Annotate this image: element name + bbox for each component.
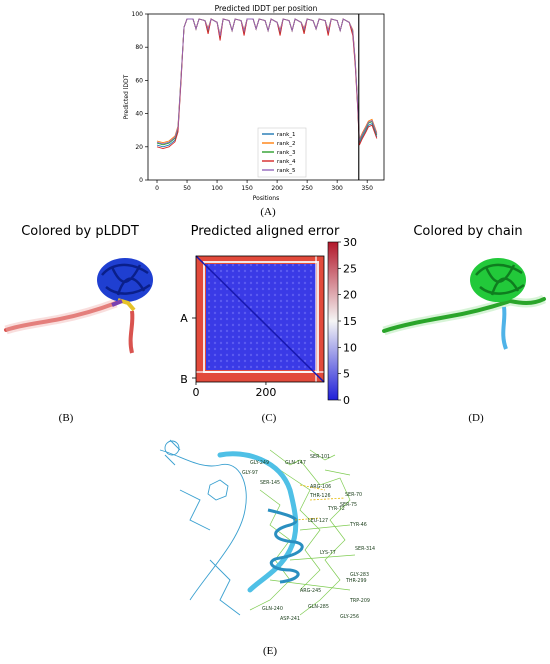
x-tick-label: 0 (155, 185, 159, 192)
series-lines (156, 18, 378, 149)
chain-label-a: A (180, 312, 188, 325)
structure-chain-view (382, 258, 547, 350)
colorbar-ticks: 0 5 10 15 20 25 30 (338, 238, 357, 407)
x-tick-label: 200 (271, 185, 283, 192)
heatmap-frame (195, 255, 325, 383)
x-tick-label: 100 (211, 185, 223, 192)
colorbar-tick-label: 0 (343, 394, 350, 407)
colorbar-tick-label: 15 (343, 315, 357, 328)
heatmap-x-ticks: 0 200 (193, 382, 276, 399)
y-tick-label: 0 (139, 177, 143, 184)
heatmap-x-tick-label: 0 (193, 386, 200, 399)
residue-label: TRP-209 (349, 598, 370, 604)
legend-label-rank_4: rank_4 (277, 159, 296, 165)
series-line-rank_3 (156, 18, 378, 146)
chart-title: Predicted lDDT per position (215, 4, 318, 13)
plot-frame (147, 13, 385, 181)
legend-label-rank_2: rank_2 (277, 141, 296, 147)
series-line-rank_5 (156, 18, 378, 145)
colorbar (327, 241, 339, 401)
colorbar-tick-label: 5 (343, 368, 350, 381)
core-strands (101, 263, 151, 296)
disordered-tail (4, 301, 118, 332)
residue-label: LEU-127 (308, 518, 328, 524)
chain-a-strands (475, 263, 525, 296)
y-tick-label: 100 (132, 11, 144, 18)
backbone-sticks (159, 439, 247, 616)
residue-label: GLN-240 (262, 606, 283, 612)
series-line-rank_2 (156, 18, 378, 144)
panel-b-title: Colored by pLDDT (21, 224, 139, 239)
residue-label: ARG-106 (310, 484, 331, 490)
residue-label: SER-101 (310, 454, 330, 460)
residue-label: THR-126 (309, 493, 331, 499)
residue-label: ARG-245 (300, 588, 321, 594)
linker-purple (111, 299, 123, 307)
legend-label-rank_3: rank_3 (277, 150, 296, 156)
y-tick-label: 20 (135, 144, 143, 151)
x-tick-label: 300 (331, 185, 343, 192)
x-axis-label: Positions (253, 195, 280, 202)
structure-plddt-view (4, 258, 153, 354)
y-tick-label: 60 (135, 77, 143, 84)
residue-label: ASP-241 (280, 616, 300, 622)
residue-label: GLY-256 (340, 614, 359, 620)
caption-a: (A) (260, 206, 276, 218)
heatmap-x-tick-label: 200 (255, 386, 276, 399)
c-terminal-tail (128, 310, 135, 354)
y-axis-label: Predicted lDDT (123, 74, 130, 119)
y-tick-label: 80 (135, 44, 143, 51)
y-tick-label: 40 (135, 111, 143, 118)
pae-heatmap: A B 0 200 0 5 10 15 20 25 30 (180, 238, 357, 407)
axis-ticks: 0 50 100 150 200 250 300 350 0 20 40 60 80 100 (132, 11, 374, 192)
residue-label: THR-299 (345, 578, 367, 584)
legend-label-rank_1: rank_1 (277, 132, 296, 138)
residue-label: SER-75 (340, 502, 357, 508)
helix-coil (267, 508, 304, 584)
tail-glow (4, 298, 118, 335)
colorbar-tick-label: 10 (343, 341, 357, 354)
panel-c-title: Predicted aligned error (190, 224, 340, 239)
helix-ribbon (217, 451, 299, 593)
residue-label: SER-145 (260, 480, 280, 486)
caption-d: (D) (468, 412, 484, 424)
series-line-rank_1 (156, 18, 378, 148)
x-tick-label: 50 (183, 185, 191, 192)
residue-label: GLY-249 (250, 460, 269, 466)
residue-label: LYS-77 (320, 550, 336, 556)
residue-label: SER-314 (355, 546, 375, 552)
residue-label: GLN-147 (285, 460, 306, 466)
residue-label: GLN-285 (308, 604, 329, 610)
x-tick-label: 350 (361, 185, 373, 192)
panel-a: Predicted lDDT per position Positions Pr… (0, 0, 550, 222)
ligand-sticks (249, 449, 356, 616)
residue-label: SER-70 (345, 492, 362, 498)
residue-label: GLY-97 (242, 470, 258, 476)
heatmap-diagonal (195, 255, 325, 383)
caption-b: (B) (58, 412, 74, 424)
colorbar-tick-label: 30 (343, 238, 357, 249)
hydrogen-bonds (294, 484, 346, 521)
chain-a-tail (382, 297, 546, 333)
residue-label: TYR-46 (349, 522, 367, 528)
residue-label: GLY-283 (350, 572, 369, 578)
caption-c: (C) (261, 412, 277, 424)
caption-e: (E) (262, 645, 278, 657)
chain-b-helix (501, 306, 508, 350)
lddt-line-chart: Predicted lDDT per position Positions Pr… (123, 4, 385, 202)
legend: rank_1 rank_2 rank_3 rank_4 rank_5 (257, 127, 307, 178)
x-tick-label: 150 (241, 185, 253, 192)
x-tick-label: 250 (301, 185, 313, 192)
residue-label: TYR-72 (327, 506, 345, 512)
panel-d-title: Colored by chain (413, 224, 523, 239)
colorbar-tick-label: 20 (343, 289, 357, 302)
legend-label-rank_5: rank_5 (277, 168, 296, 174)
chain-label-b: B (180, 373, 188, 386)
heatmap-core-block (206, 264, 316, 370)
colorbar-tick-label: 25 (343, 262, 357, 275)
